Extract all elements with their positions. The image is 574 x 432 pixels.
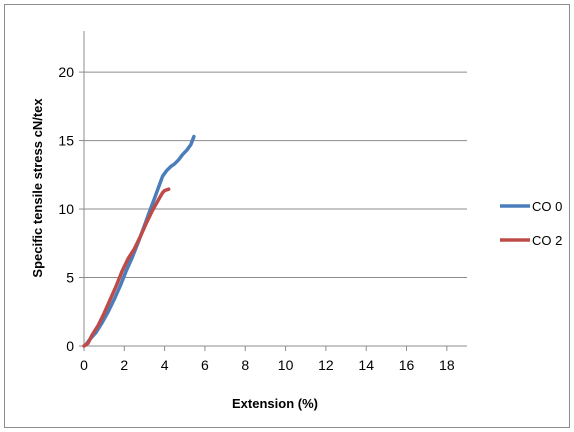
series-line-co-0 (84, 134, 196, 347)
x-tick-label: 2 (120, 357, 128, 373)
y-axis-title: Specific tensile stress cN/tex (30, 98, 45, 278)
y-tick-label: 10 (58, 201, 74, 217)
grid-layer (79, 71, 467, 351)
x-tick-label: 6 (201, 357, 209, 373)
x-tick-label: 10 (278, 357, 294, 373)
y-tick-label: 5 (66, 270, 74, 286)
y-tick-labels: 0 5 10 15 20 (58, 64, 74, 354)
x-tick-label: 4 (161, 357, 169, 373)
x-tick-label: 8 (241, 357, 249, 373)
x-axis-title: Extension (%) (232, 396, 318, 411)
x-tick-label: 14 (358, 357, 374, 373)
y-tick-label: 20 (58, 64, 74, 80)
legend-label: CO 0 (532, 199, 562, 214)
x-tick-label: 18 (439, 357, 455, 373)
series-layer (82, 134, 196, 348)
x-tick-label: 12 (318, 357, 334, 373)
series-line-co-2 (82, 187, 171, 348)
y-tick-label: 15 (58, 133, 74, 149)
x-tick-label: 0 (80, 357, 88, 373)
chart-frame (4, 4, 570, 428)
legend: CO 0 CO 2 (500, 199, 562, 248)
x-tick-labels: 0 2 4 6 8 10 12 14 16 18 (80, 357, 455, 373)
x-tick-label: 16 (399, 357, 415, 373)
legend-label: CO 2 (532, 233, 562, 248)
y-tick-label: 0 (66, 338, 74, 354)
axis-layer (83, 31, 467, 347)
